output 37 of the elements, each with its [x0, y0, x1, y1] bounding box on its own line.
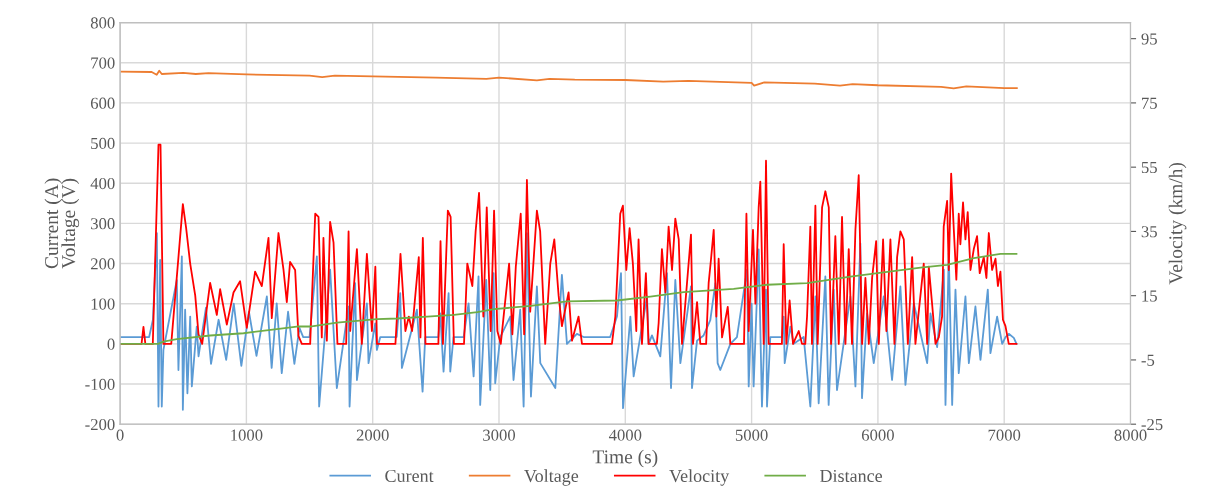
x-tick-label: 4000	[608, 429, 642, 441]
line-series	[120, 253, 1018, 345]
x-axis-title: Time (s)	[592, 449, 658, 468]
y-tick-label: 600	[90, 97, 115, 109]
x-tick-label: 3000	[483, 429, 516, 441]
y-axis-title: Current (A) Voltage (V)	[44, 178, 80, 269]
y2-tick-label: 95	[1141, 33, 1157, 45]
y2-axis-title: Velocity (km/h)	[1168, 162, 1187, 285]
y-tick-label: -200	[85, 418, 115, 431]
x-tick-label: 1000	[231, 429, 263, 441]
legend-label: Curent	[385, 469, 434, 483]
y2-tick-label: -25	[1141, 418, 1163, 431]
y2-tick-label: 55	[1141, 162, 1157, 174]
y-tick-label: 200	[90, 258, 115, 270]
y-tick-label: 300	[91, 218, 115, 230]
legend-label: Distance	[820, 469, 883, 483]
line-series	[120, 232, 1018, 411]
x-tick-label: 6000	[861, 429, 894, 441]
y2-tick-label: -5	[1141, 354, 1155, 366]
y-tick-label: 100	[91, 298, 115, 310]
y2-tick-label: 15	[1142, 290, 1157, 302]
x-tick-label: 0	[116, 429, 124, 441]
y2-tick-label: 75	[1142, 97, 1157, 109]
line-series	[120, 69, 1018, 90]
y-tick-label: 0	[107, 338, 115, 350]
x-tick-label: 2000	[356, 429, 389, 441]
x-tick-label: 8000	[1114, 429, 1147, 441]
y2-tick-label: 35	[1141, 226, 1157, 238]
y-tick-label: 700	[91, 57, 115, 69]
y-tick-label: 500	[91, 137, 115, 150]
legend-label: Voltage	[524, 469, 579, 486]
legend-label: Velocity	[669, 469, 730, 486]
y-tick-label: 400	[90, 177, 115, 190]
y-tick-label: 800	[90, 17, 115, 29]
x-tick-label: 5000	[735, 429, 768, 441]
x-tick-label: 7000	[988, 429, 1021, 441]
y-tick-label: -100	[85, 378, 115, 390]
